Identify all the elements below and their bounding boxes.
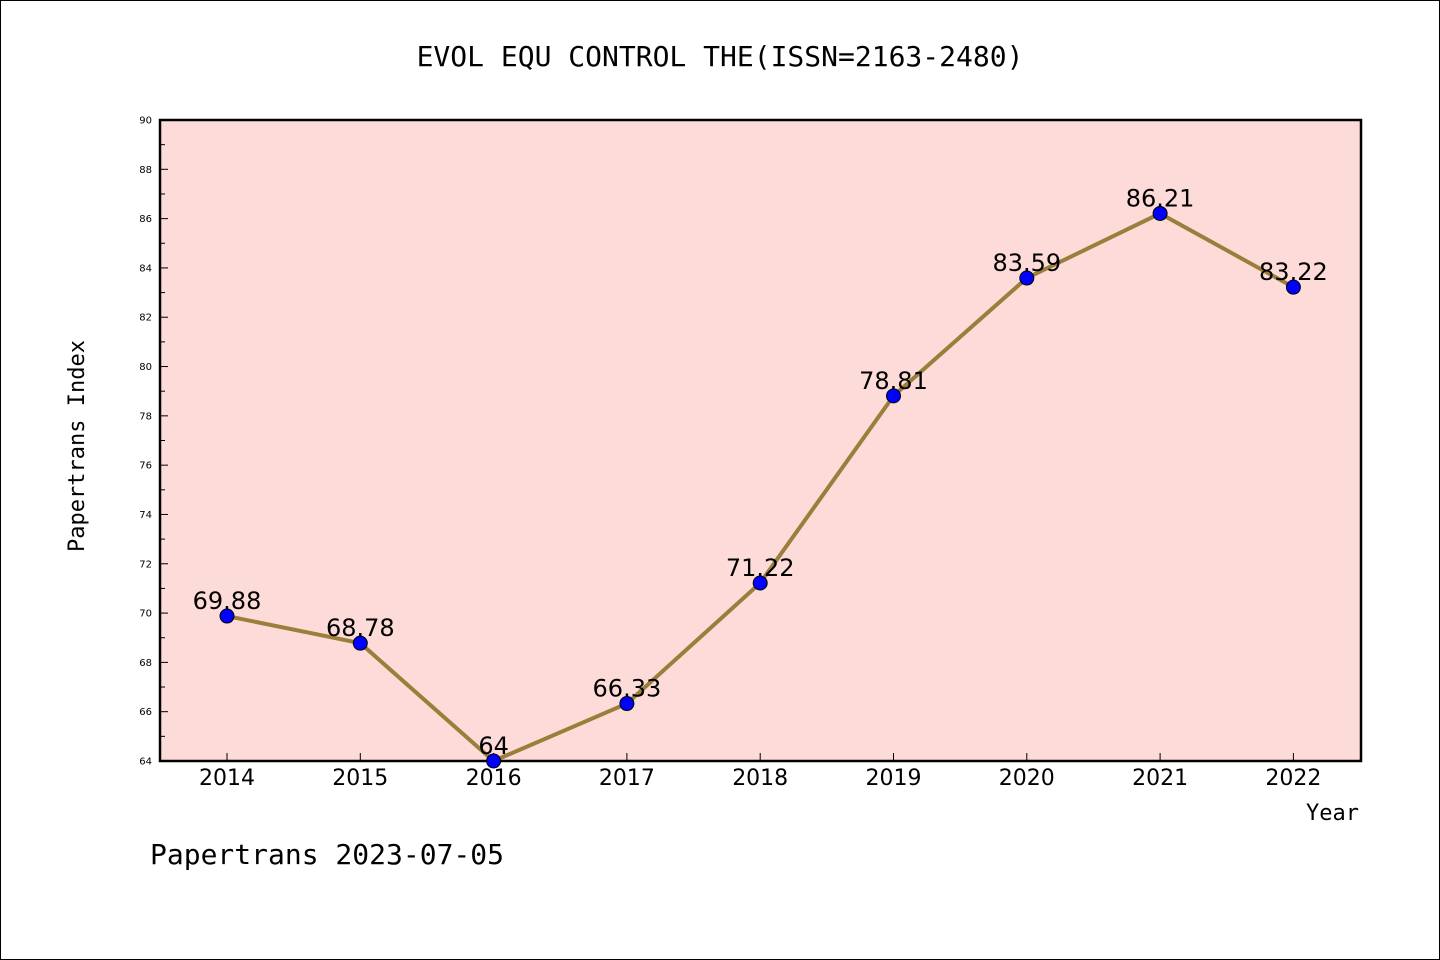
y-tick-label: 82 bbox=[139, 313, 152, 324]
y-tick-label: 76 bbox=[139, 461, 152, 472]
y-tick-label: 88 bbox=[139, 165, 152, 176]
y-tick-label: 68 bbox=[139, 658, 152, 669]
y-tick-label: 64 bbox=[139, 757, 152, 768]
x-tick-label: 2022 bbox=[1265, 766, 1321, 791]
data-point bbox=[219, 608, 235, 624]
y-tick-label: 74 bbox=[139, 510, 152, 521]
data-point bbox=[1019, 270, 1035, 286]
chart-title: EVOL EQU CONTROL THE(ISSN=2163-2480) bbox=[417, 40, 1024, 73]
y-tick-label: 72 bbox=[139, 559, 152, 570]
data-label: 66.33 bbox=[593, 675, 662, 703]
y-tick-label: 90 bbox=[139, 116, 152, 127]
data-label: 86.21 bbox=[1126, 184, 1195, 212]
data-markers bbox=[219, 205, 1301, 769]
y-tick-label: 78 bbox=[139, 411, 152, 422]
data-label: 71.22 bbox=[726, 554, 795, 582]
plot-area bbox=[158, 118, 1363, 763]
x-tick-label: 2015 bbox=[332, 766, 388, 791]
data-point bbox=[1285, 279, 1301, 295]
x-tick-label: 2019 bbox=[866, 766, 922, 791]
x-tick-label: 2014 bbox=[199, 766, 255, 791]
x-tick-label: 2018 bbox=[732, 766, 788, 791]
data-point bbox=[1152, 205, 1168, 221]
data-label: 69.88 bbox=[193, 587, 262, 615]
y-axis-label: Papertrans Index bbox=[65, 340, 90, 552]
data-labels: 69.88 68.78 64 66.33 71.22 78.81 83.59 86.21 83.… bbox=[193, 184, 1328, 760]
data-label: 68.78 bbox=[326, 614, 395, 642]
data-label: 83.22 bbox=[1259, 258, 1328, 286]
data-label: 64 bbox=[478, 732, 509, 760]
x-tick-label: 2017 bbox=[599, 766, 655, 791]
y-tick-label: 70 bbox=[139, 609, 152, 620]
data-point bbox=[886, 388, 901, 404]
x-tick-label: 2020 bbox=[999, 766, 1055, 791]
y-tick-label: 86 bbox=[139, 214, 152, 225]
y-axis: 64 66 68 70 72 74 76 78 80 82 84 86 88 90 bbox=[139, 116, 168, 768]
data-label: 78.81 bbox=[859, 367, 928, 395]
x-tick-label: 2016 bbox=[466, 766, 522, 791]
x-tick-label: 2021 bbox=[1132, 766, 1188, 791]
footer-date: Papertrans 2023-07-05 bbox=[150, 838, 504, 871]
data-point bbox=[486, 753, 502, 769]
data-point bbox=[752, 575, 768, 591]
data-label: 83.59 bbox=[992, 249, 1061, 277]
x-axis: 2014 2015 2016 2017 2018 2019 2020 2021 2022 bbox=[199, 753, 1321, 791]
y-tick-label: 66 bbox=[139, 707, 152, 718]
data-point bbox=[352, 635, 368, 651]
data-point bbox=[619, 696, 635, 712]
x-axis-label: Year bbox=[1306, 801, 1359, 826]
y-tick-label: 84 bbox=[139, 263, 152, 274]
y-tick-label: 80 bbox=[139, 362, 152, 373]
